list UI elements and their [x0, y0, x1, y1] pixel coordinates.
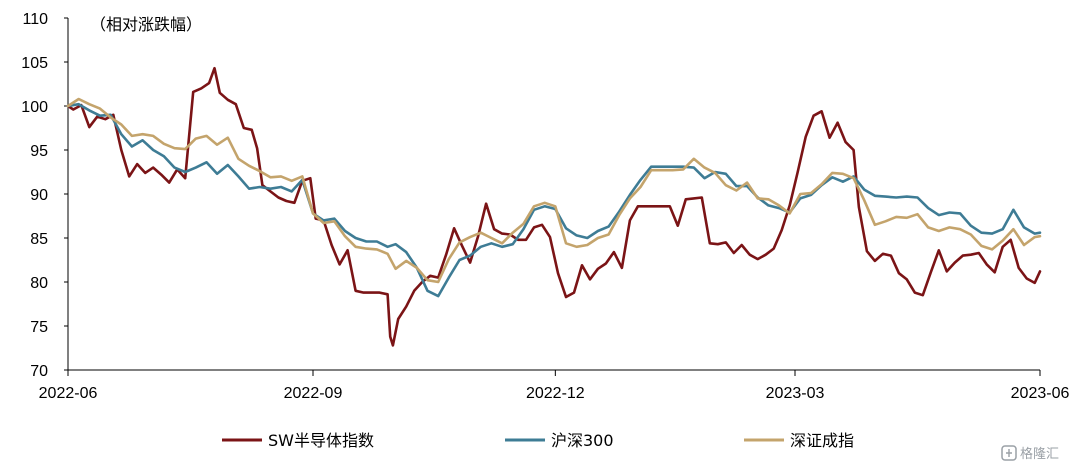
series-line-1 [66, 102, 1042, 298]
y-tick-marks [64, 17, 68, 371]
x-tick-label-2023-03: 2023-03 [766, 385, 825, 402]
series-line-2 [66, 97, 1042, 284]
legend-label-2: 深证成指 [790, 431, 854, 450]
x-tick-labels: 2022-06 2022-09 2022-12 2023-03 2023-06 [39, 385, 1070, 402]
x-tick-label-2023-06: 2023-06 [1011, 385, 1070, 402]
legend: SW半导体指数 沪深300 深证成指 [222, 431, 854, 450]
x-tick-label-2022-06: 2022-06 [39, 385, 98, 402]
series-line-0 [66, 66, 1042, 347]
watermark-text: 格隆汇 [1020, 446, 1059, 462]
y-tick-label-90: 90 [30, 187, 48, 204]
y-axis-title: （相对涨跌幅） [90, 15, 202, 34]
x-tick-label-2022-09: 2022-09 [284, 385, 343, 402]
y-tick-label-75: 75 [30, 319, 48, 336]
y-tick-label-80: 80 [30, 275, 48, 292]
watermark: 格隆汇 [1001, 445, 1059, 462]
y-tick-label-70: 70 [30, 363, 48, 380]
y-tick-label-85: 85 [30, 231, 48, 248]
y-tick-label-100: 100 [21, 99, 48, 116]
series-lines [66, 66, 1042, 347]
legend-label-0: SW半导体指数 [268, 431, 374, 450]
legend-label-1: 沪深300 [551, 431, 614, 450]
watermark-logo-mark-icon [1006, 449, 1012, 457]
watermark-logo-icon [1001, 445, 1017, 461]
y-tick-label-95: 95 [30, 143, 48, 160]
y-tick-label-110: 110 [22, 11, 48, 28]
x-tick-marks [67, 370, 1041, 376]
y-tick-label-105: 105 [21, 55, 48, 72]
y-tick-labels: 70 75 80 85 90 95 100 105 110 [21, 11, 48, 380]
x-tick-label-2022-12: 2022-12 [526, 385, 585, 402]
